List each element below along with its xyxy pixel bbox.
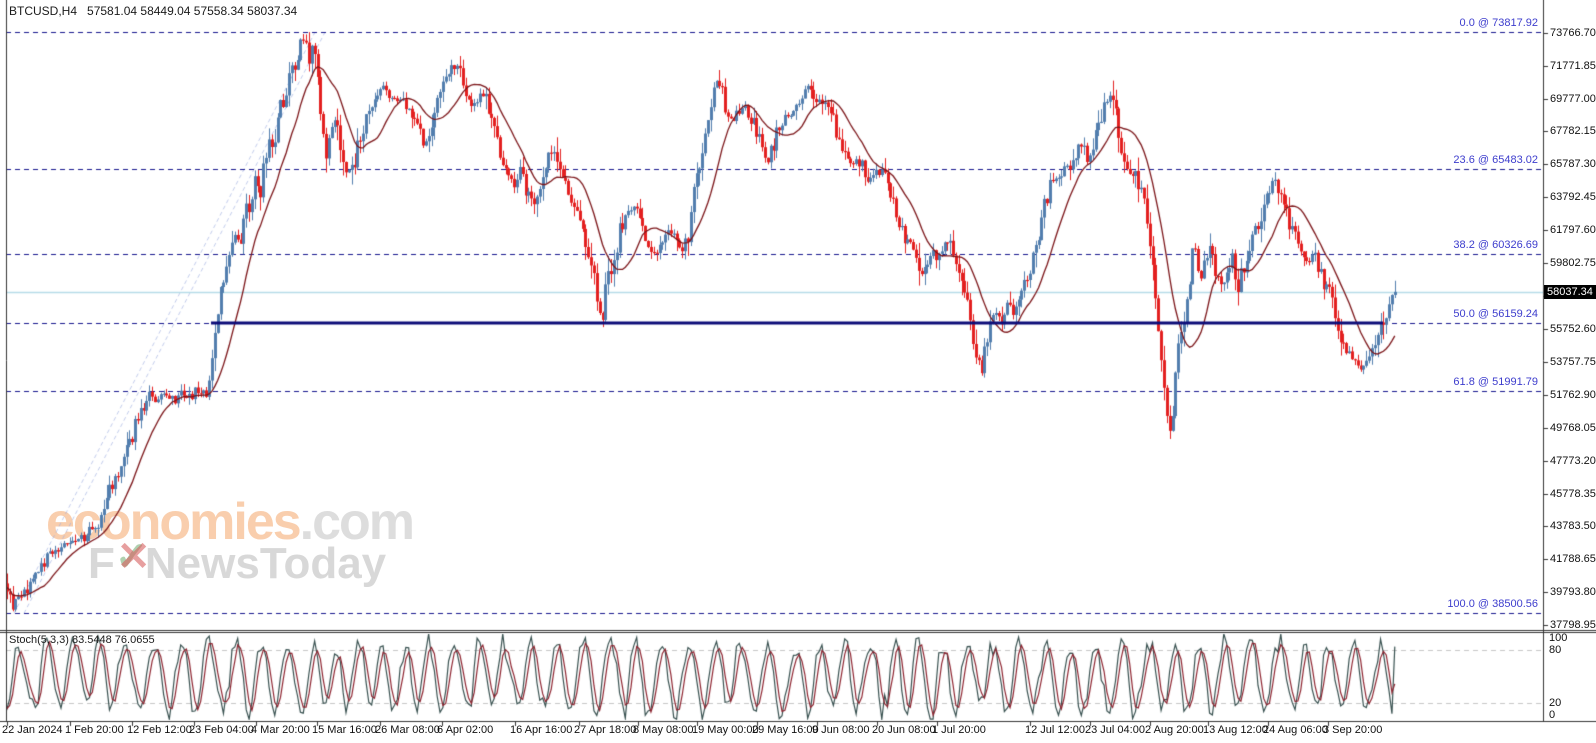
time-axis-label: 8 May 08:00	[633, 724, 694, 736]
last-price-badge: 58037.34	[1544, 284, 1596, 299]
stoch-scale-label: 20	[1549, 697, 1562, 710]
stochastic-indicator-label: Stoch(5,3,3) 83.5448 76.0655	[9, 634, 155, 646]
price-axis-label: 39793.80	[1550, 586, 1596, 599]
time-axis-label: 12 Feb 12:00	[127, 724, 192, 736]
time-axis-label: 29 May 16:00	[752, 724, 819, 736]
time-axis-label: 27 Apr 18:00	[574, 724, 637, 736]
fib-level-label: 0.0 @ 73817.92	[1459, 17, 1538, 30]
time-axis-label: 15 Mar 16:00	[312, 724, 377, 736]
time-axis-label: 4 Mar 20:00	[251, 724, 310, 736]
time-axis-label: 3 Sep 20:00	[1323, 724, 1383, 736]
chart-header: BTCUSD,H4 57581.04 58449.04 57558.34 5803…	[9, 4, 297, 18]
time-axis-label: 23 Feb 04:00	[189, 724, 254, 736]
price-axis-label: 41788.65	[1550, 553, 1596, 566]
time-axis-label: 1 Jul 20:00	[932, 724, 986, 736]
ohlc-values-label: 57581.04 58449.04 57558.34 58037.34	[87, 4, 298, 18]
price-axis-label: 69777.00	[1550, 92, 1596, 105]
price-axis-label: 49768.05	[1550, 421, 1596, 434]
time-axis-label: 26 Mar 08:00	[375, 724, 440, 736]
fib-level-label: 100.0 @ 38500.56	[1447, 598, 1538, 611]
price-axis-label: 67782.15	[1550, 125, 1596, 138]
time-axis-label: 2 Aug 20:00	[1145, 724, 1204, 736]
price-axis-label: 65787.30	[1550, 158, 1596, 171]
price-axis-label: 59802.75	[1550, 256, 1596, 269]
price-axis-label: 63792.45	[1550, 191, 1596, 204]
fib-level-label: 50.0 @ 56159.24	[1453, 307, 1538, 320]
time-axis-label: 22 Jan 2024	[2, 724, 63, 736]
price-axis-label: 61797.60	[1550, 223, 1596, 236]
price-axis-label: 53757.75	[1550, 356, 1596, 369]
time-axis-label: 1 Feb 20:00	[65, 724, 124, 736]
price-axis-label: 47773.20	[1550, 454, 1596, 467]
time-axis-label: 12 Jul 12:00	[1025, 724, 1085, 736]
stoch-scale-label: 80	[1549, 643, 1562, 656]
symbol-timeframe-label: BTCUSD,H4	[9, 4, 78, 18]
time-axis-label: 9 Jun 08:00	[812, 724, 870, 736]
price-axis-label: 43783.50	[1550, 520, 1596, 533]
time-axis-label: 19 May 00:00	[692, 724, 759, 736]
stoch-scale-label: 0	[1549, 709, 1556, 721]
time-axis-label: 20 Jun 08:00	[872, 724, 936, 736]
time-axis-label: 6 Apr 02:00	[437, 724, 494, 736]
time-axis-label: 13 Aug 12:00	[1203, 724, 1268, 736]
fib-level-label: 61.8 @ 51991.79	[1453, 376, 1538, 389]
price-axis-label: 37798.95	[1550, 618, 1596, 631]
time-axis-label: 16 Apr 16:00	[510, 724, 573, 736]
time-axis-label: 24 Aug 06:00	[1263, 724, 1328, 736]
price-axis-label: 45778.35	[1550, 487, 1596, 500]
fib-level-label: 38.2 @ 60326.69	[1453, 239, 1538, 252]
time-axis-label: 23 Jul 04:00	[1085, 724, 1145, 736]
stoch-scale-label: 100	[1549, 632, 1568, 644]
price-axis-label: 73766.70	[1550, 27, 1596, 39]
fib-level-label: 23.6 @ 65483.02	[1453, 154, 1538, 167]
price-axis-label: 55752.60	[1550, 323, 1596, 336]
price-axis-label: 71771.85	[1550, 59, 1596, 72]
price-axis-label: 51762.90	[1550, 389, 1596, 402]
